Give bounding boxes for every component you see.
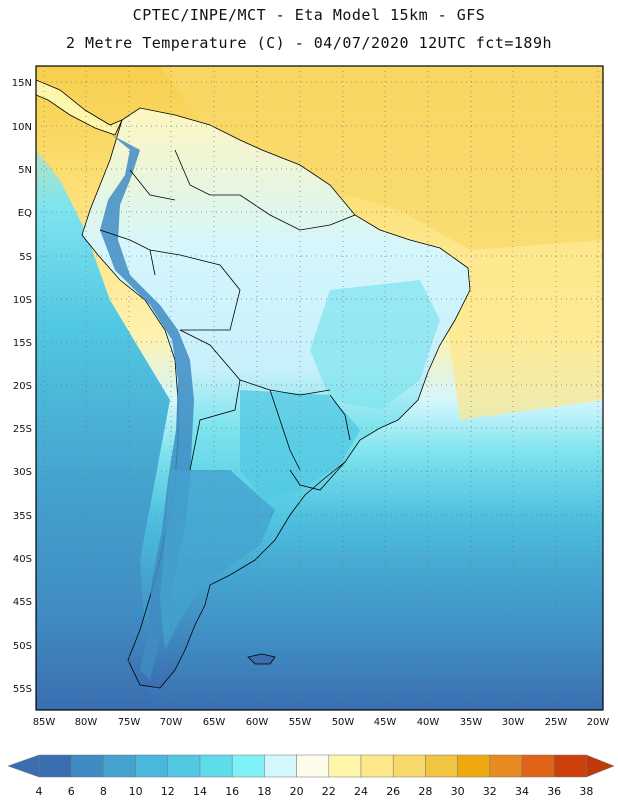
colorbar-swatch [70, 754, 104, 778]
warm-subtropical-band [440, 250, 603, 420]
colorbar-tick-label: 4 [36, 785, 43, 798]
colorbar-tick-label: 38 [579, 785, 593, 798]
colorbar-tick-label: 34 [515, 785, 529, 798]
colorbar-tick-label: 24 [354, 785, 368, 798]
colorbar-swatch [296, 754, 330, 778]
colorbar-tick-label: 30 [451, 785, 465, 798]
chart-subtitle: 2 Metre Temperature (C) - 04/07/2020 12U… [65, 34, 553, 52]
lon-label: 65W [203, 717, 226, 728]
lat-label: 20S [13, 381, 32, 392]
lon-label: 55W [289, 717, 312, 728]
colorbar-tick-label: 28 [418, 785, 432, 798]
lat-label: 10N [12, 122, 32, 133]
colorbar-swatch [199, 754, 233, 778]
lat-label: EQ [18, 208, 32, 219]
colorbar-swatch [135, 754, 169, 778]
lon-label: 80W [75, 717, 98, 728]
lat-label: 35S [13, 511, 32, 522]
colorbar-tick-label: 12 [161, 785, 175, 798]
colorbar-swatch [392, 754, 426, 778]
colorbar-swatch [328, 754, 362, 778]
colorbar-tick-label: 16 [225, 785, 239, 798]
colorbar-swatch [425, 754, 458, 778]
lon-label: 50W [332, 717, 355, 728]
colorbar-over-arrow [586, 754, 615, 778]
lon-label: 75W [118, 717, 141, 728]
latitude-labels: 15N 10N 5N EQ 5S 10S 15S 20S 25S 30S 35S 40S 45S 50S 5… [12, 78, 32, 695]
lon-label: 25W [545, 717, 568, 728]
falkland-islands [247, 653, 276, 665]
central-america [36, 79, 123, 136]
pacific-ocean-field [36, 66, 170, 710]
lon-label: 85W [33, 717, 56, 728]
warm-tropical-band [160, 66, 603, 250]
colorbar-tick-label: 18 [257, 785, 271, 798]
colorbar-swatch [103, 754, 136, 778]
lon-label: 40W [417, 717, 440, 728]
lon-label: 20W [587, 717, 610, 728]
lat-label: 10S [13, 295, 32, 306]
lat-label: 5N [18, 165, 32, 176]
colorbar-swatch [489, 754, 523, 778]
country-borders [99, 149, 356, 491]
southern-brazil-cool-area [240, 390, 360, 500]
lat-label: 30S [13, 467, 32, 478]
colorbar: 4 6 8 10 12 14 16 18 20 22 24 26 28 30 32 34 36 38 [7, 754, 615, 798]
lat-label: 50S [13, 641, 32, 652]
colorbar-tick-label: 20 [290, 785, 304, 798]
longitude-labels: 85W 80W 75W 70W 65W 60W 55W 50W 45W 40W 35W 30W 25W 2… [33, 717, 610, 728]
map-frame [35, 65, 604, 711]
highlands-cool-area [310, 280, 440, 410]
lat-label: 25S [13, 424, 32, 435]
lat-label: 5S [19, 252, 32, 263]
lat-label: 15S [13, 338, 32, 349]
lon-label: 60W [246, 717, 269, 728]
colorbar-tick-label: 6 [68, 785, 75, 798]
lon-label: 35W [460, 717, 483, 728]
chart-title: CPTEC/INPE/MCT - Eta Model 15km - GFS [132, 6, 486, 24]
lat-label: 45S [13, 597, 32, 608]
colorbar-swatch [167, 754, 201, 778]
colorbar-swatch [38, 754, 72, 778]
colorbar-swatch [360, 754, 394, 778]
lat-label: 15N [12, 78, 32, 89]
colorbar-under-arrow [7, 754, 40, 778]
colorbar-tick-label: 10 [129, 785, 143, 798]
lon-label: 30W [502, 717, 525, 728]
lon-label: 70W [160, 717, 183, 728]
colorbar-tick-label: 36 [547, 785, 561, 798]
colorbar-tick-label: 26 [386, 785, 400, 798]
colorbar-swatch [264, 754, 297, 778]
colorbar-swatch [521, 754, 555, 778]
colorbar-swatch [457, 754, 491, 778]
colorbar-tick-label: 8 [100, 785, 107, 798]
colorbar-tick-label: 32 [483, 785, 497, 798]
colorbar-tick-label: 14 [193, 785, 207, 798]
colorbar-swatch [553, 754, 587, 778]
colorbar-tick-label: 22 [322, 785, 336, 798]
lon-label: 45W [374, 717, 397, 728]
lat-label: 55S [13, 684, 32, 695]
colorbar-swatch [231, 754, 265, 778]
lat-label: 40S [13, 554, 32, 565]
